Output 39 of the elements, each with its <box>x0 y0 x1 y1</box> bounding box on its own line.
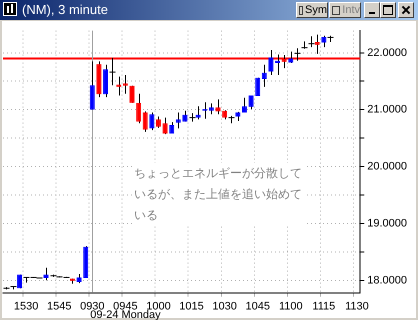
candlestick <box>268 49 274 76</box>
candlestick <box>262 64 267 88</box>
annotation: ちょっとエネルギーが分散しているが、また上値を追い始めている <box>134 163 306 226</box>
candlestick <box>242 97 247 113</box>
x-tick-label: 1545 <box>46 300 72 312</box>
candlestick <box>109 57 116 86</box>
candlestick <box>308 36 315 48</box>
candlestick <box>149 112 154 131</box>
candlestick <box>136 93 142 124</box>
candlestick <box>248 94 254 110</box>
y-tick-label: 18.0000 <box>367 274 408 286</box>
y-tick-label: 19.0000 <box>367 217 408 230</box>
candlestick <box>90 60 95 110</box>
candlestick <box>216 98 220 115</box>
x-tick-label: 1530 <box>14 300 38 312</box>
x-tick-label: 1130 <box>345 300 369 312</box>
x-tick-label: 1030 <box>212 300 237 312</box>
candlestick <box>235 111 240 122</box>
candlestick <box>275 54 280 76</box>
candlestick <box>156 116 161 128</box>
chart-title: (NM), 3 minute <box>22 2 108 17</box>
x-tick-label: 1115 <box>312 300 336 312</box>
candlestick <box>10 286 17 290</box>
x-tick-label: 1015 <box>179 300 204 312</box>
candlestick <box>288 51 294 64</box>
x-tick-label: 1045 <box>245 300 270 312</box>
intv-button: Intv <box>329 2 361 18</box>
y-tick-label: 21.0000 <box>367 104 408 116</box>
candlestick <box>294 48 301 62</box>
text: 09-24 Monday <box>90 308 161 320</box>
candlestick <box>162 117 168 135</box>
sym-button: Sym <box>296 2 328 18</box>
y-tick-label: 20.0000 <box>367 160 408 173</box>
candlestick <box>76 274 82 284</box>
candlestick <box>116 76 122 96</box>
candlestick <box>122 74 128 94</box>
y-tick-label: 22.0000 <box>367 46 408 59</box>
candlestick <box>208 102 214 115</box>
x-tick-label: 1100 <box>278 300 303 312</box>
